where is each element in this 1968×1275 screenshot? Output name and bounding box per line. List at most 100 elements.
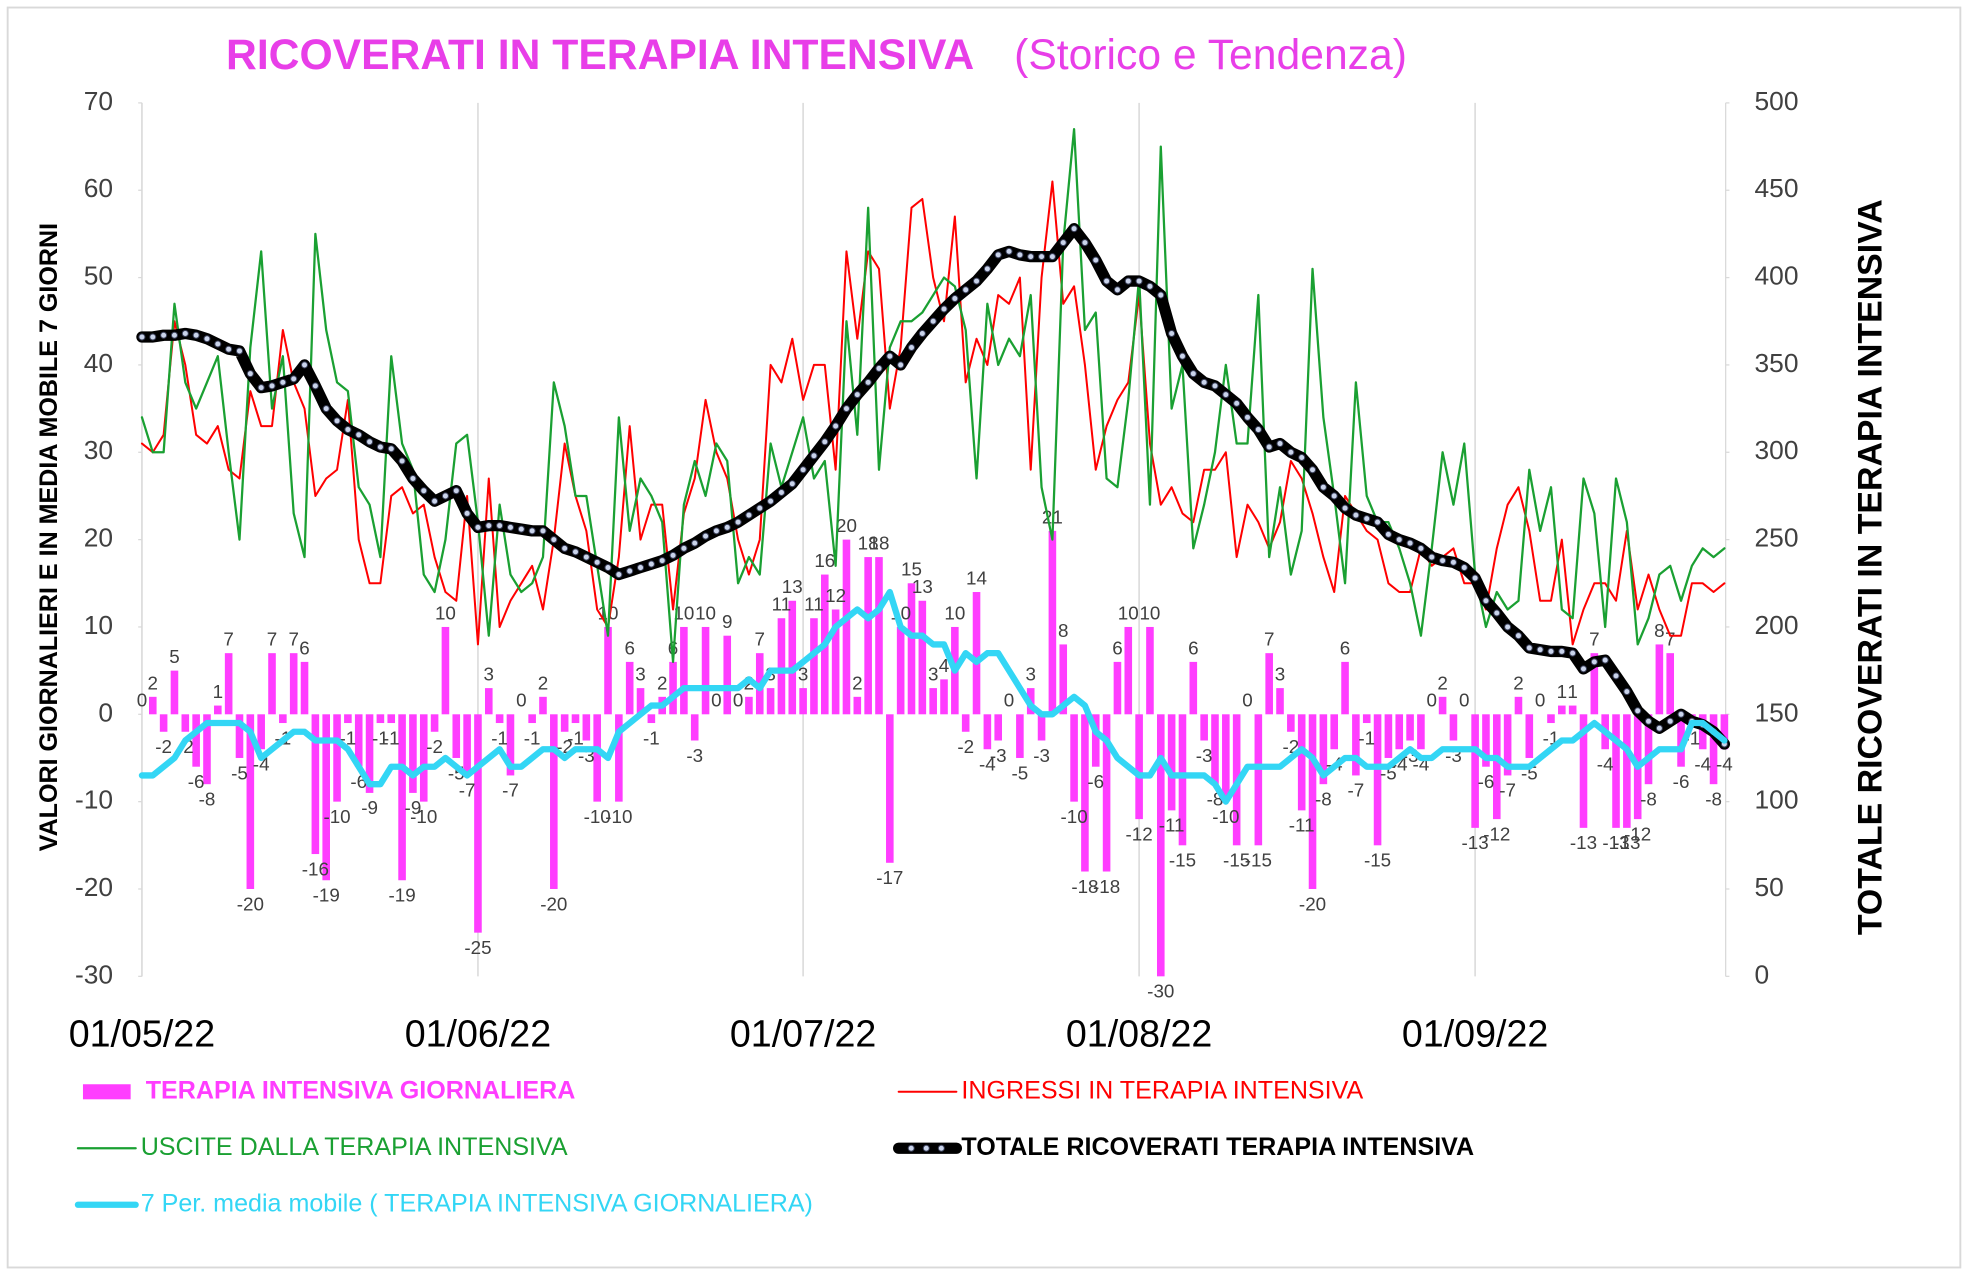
data-label: 3: [635, 664, 645, 685]
bar: [788, 600, 797, 715]
data-label: 20: [836, 515, 857, 536]
data-label: 1: [1567, 681, 1577, 702]
line-marker: [170, 331, 178, 339]
line-marker: [1677, 710, 1685, 718]
line-marker: [1254, 426, 1262, 434]
bar: [495, 714, 504, 724]
line-marker: [528, 527, 536, 535]
line-marker: [1092, 256, 1100, 264]
line-marker: [1612, 672, 1620, 680]
bar: [1287, 714, 1295, 732]
line-marker: [593, 558, 601, 566]
y-tick-label: 30: [84, 435, 113, 465]
bar: [1362, 714, 1371, 724]
line-marker: [1135, 277, 1143, 285]
data-label: 7: [1264, 629, 1274, 650]
bar: [1178, 714, 1187, 846]
data-label: -10: [1060, 806, 1087, 827]
data-label: -19: [388, 885, 415, 906]
x-tick-label: 01/09/22: [1402, 1013, 1548, 1055]
bar: [322, 714, 330, 881]
y-tick-label: 70: [84, 86, 113, 116]
line-marker: [1666, 717, 1674, 725]
chart-border: [6, 6, 1962, 1269]
bar: [1417, 714, 1425, 750]
data-label: -2: [426, 736, 443, 757]
bar: [680, 626, 688, 715]
data-label: -18: [1071, 876, 1098, 897]
y2-tick-label: 250: [1755, 523, 1799, 553]
bar: [810, 618, 818, 715]
data-label: 14: [966, 567, 987, 588]
bar: [1623, 714, 1631, 828]
line-marker: [1189, 370, 1197, 378]
line-marker: [1233, 399, 1241, 407]
bar: [1655, 644, 1664, 715]
line-marker: [1525, 644, 1533, 652]
line-marker: [1406, 539, 1414, 547]
bar: [257, 714, 265, 750]
bar: [1525, 714, 1534, 758]
bar: [419, 714, 428, 802]
line-marker: [203, 335, 211, 343]
bar: [192, 714, 200, 767]
data-label: 3: [484, 664, 494, 685]
data-label: 0: [733, 690, 743, 711]
line-marker: [1113, 286, 1121, 294]
data-label: 0: [1004, 690, 1014, 711]
line-marker: [1623, 688, 1631, 696]
line-marker: [409, 474, 417, 482]
data-label: 0: [1242, 690, 1252, 711]
bar: [1612, 714, 1620, 828]
line-marker: [853, 391, 861, 399]
line-marker: [561, 544, 569, 552]
data-label: 15: [901, 559, 922, 580]
data-label: -25: [464, 937, 491, 958]
bar: [1308, 714, 1317, 889]
data-label: -6: [1478, 771, 1495, 792]
bar: [907, 583, 916, 715]
bar: [1276, 688, 1284, 715]
line-marker: [637, 564, 645, 572]
line-marker: [1547, 647, 1555, 655]
line-marker: [1048, 253, 1056, 261]
bar: [1352, 714, 1360, 776]
data-label: -20: [540, 893, 567, 914]
data-label: -5: [231, 762, 248, 783]
bar: [1048, 530, 1057, 715]
bar: [398, 714, 406, 881]
line-marker: [810, 452, 818, 460]
legend-label: 7 Per. media mobile ( TERAPIA INTENSIVA …: [141, 1189, 813, 1217]
bar: [994, 714, 1003, 741]
line-marker: [1211, 382, 1219, 390]
bar: [279, 714, 287, 724]
data-label: 7: [1665, 629, 1675, 650]
line-marker: [842, 405, 850, 413]
line-marker: [1168, 329, 1176, 338]
data-label: 13: [782, 576, 803, 597]
bar: [1698, 714, 1707, 750]
data-label: -13: [1570, 832, 1597, 853]
data-label: 1: [213, 681, 223, 702]
line-marker: [311, 382, 319, 390]
line-marker: [1384, 530, 1392, 538]
data-label: -13: [1613, 832, 1640, 853]
bar: [1720, 714, 1729, 750]
data-label: -7: [502, 780, 519, 801]
data-label: 0: [1535, 690, 1545, 711]
bar: [344, 714, 352, 724]
chart-subtitle: (Storico e Tendenza): [1014, 31, 1407, 79]
data-label: 2: [1513, 672, 1523, 693]
line-marker: [474, 523, 482, 531]
line-marker: [463, 509, 471, 517]
data-label: -3: [1033, 745, 1050, 766]
line-marker: [1536, 646, 1544, 654]
data-label: -1: [383, 727, 400, 748]
line-marker: [1417, 544, 1425, 552]
line-marker: [1374, 518, 1382, 526]
data-label: -1: [491, 727, 508, 748]
data-label: -1: [1358, 727, 1375, 748]
data-label: 12: [825, 585, 846, 606]
data-label: -5: [1012, 762, 1029, 783]
